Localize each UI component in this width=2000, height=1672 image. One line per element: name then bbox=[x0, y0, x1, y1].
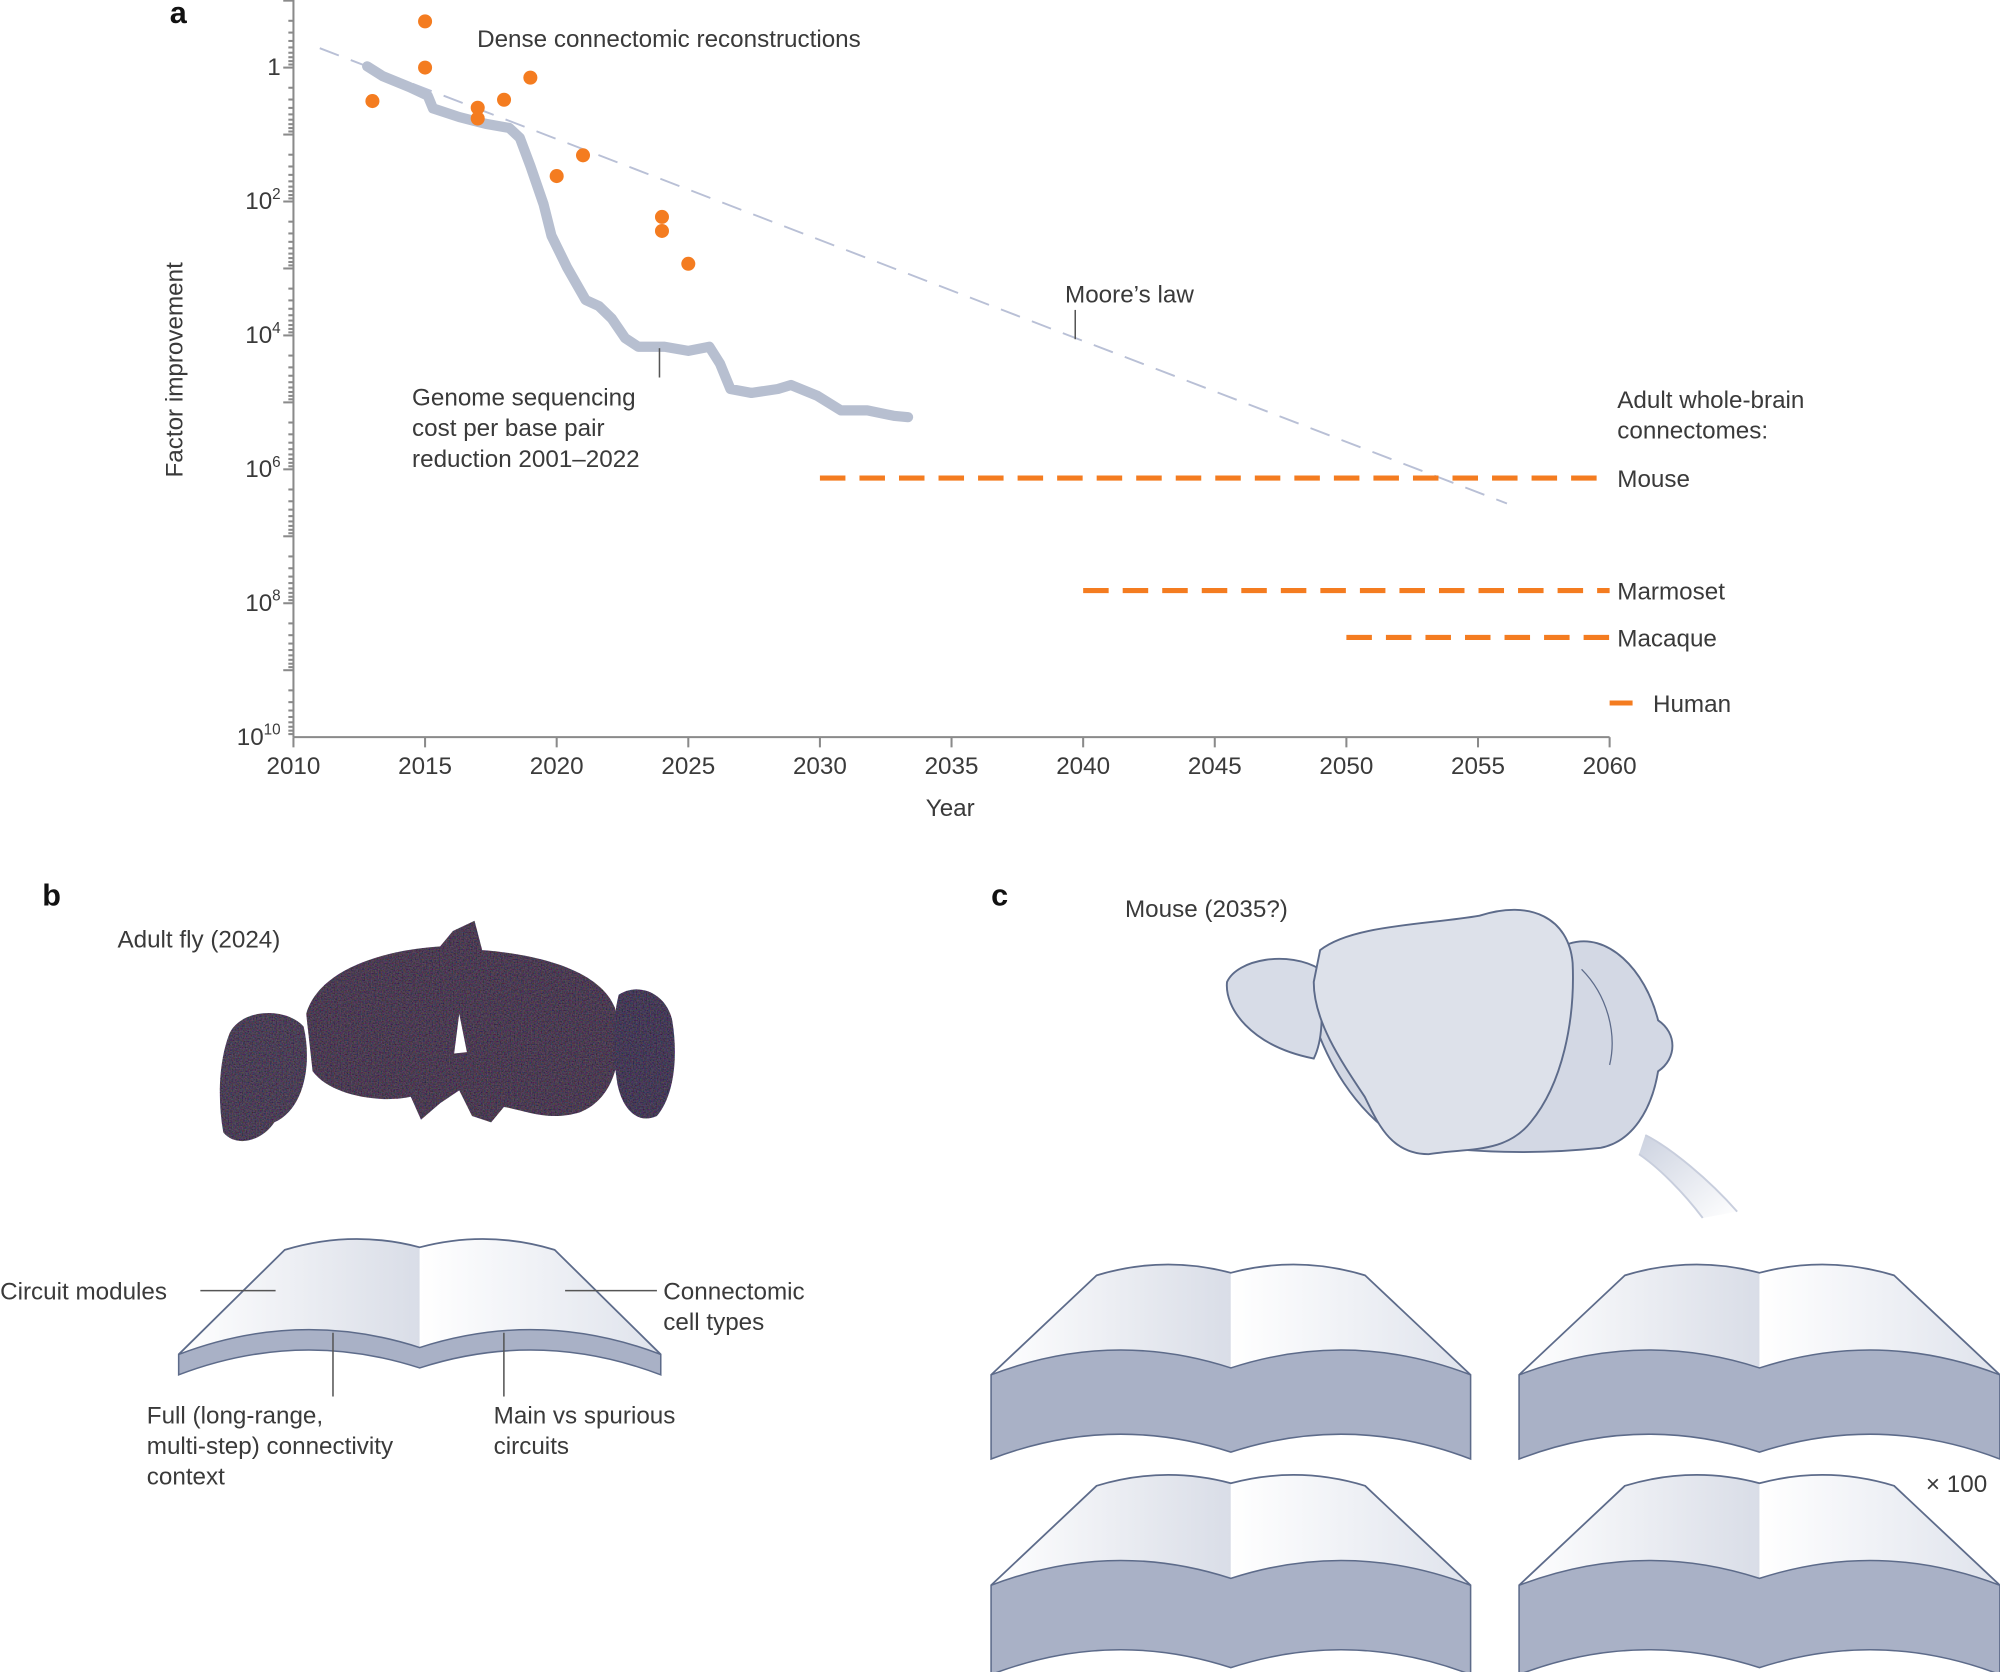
annotation-dense-reconstructions: Dense connectomic reconstructions bbox=[477, 26, 861, 53]
projection-label-marmoset: Marmoset bbox=[1617, 578, 1725, 605]
y-tick-label: 108 bbox=[245, 588, 280, 617]
x-tick-label: 2060 bbox=[1583, 753, 1637, 780]
multiplier-label: × 100 bbox=[1926, 1471, 1987, 1498]
book bbox=[1518, 1263, 2000, 1461]
book bbox=[1518, 1474, 2000, 1672]
book-fly bbox=[177, 1238, 662, 1376]
label-full-context-2: multi-step) connectivity bbox=[147, 1433, 394, 1460]
x-tick-label: 2055 bbox=[1451, 753, 1505, 780]
y-tick-label: 106 bbox=[245, 454, 280, 483]
label-full-context-1: Full (long-range, bbox=[147, 1402, 323, 1429]
genome-sequencing-line bbox=[362, 61, 914, 423]
label-cell-types-2: cell types bbox=[663, 1309, 764, 1336]
dense-reconstruction-point bbox=[654, 223, 669, 238]
book bbox=[990, 1263, 1472, 1461]
dense-reconstruction-point bbox=[418, 14, 433, 29]
projection-label-macaque: Macaque bbox=[1617, 625, 1717, 652]
annotation-genome-3: reduction 2001–2022 bbox=[412, 446, 640, 473]
label-main-vs-spurious-1: Main vs spurious bbox=[494, 1402, 676, 1429]
moores-law-line bbox=[319, 47, 1508, 505]
annotation-genome-1: Genome sequencing bbox=[412, 385, 636, 412]
x-tick-label: 2020 bbox=[530, 753, 584, 780]
mouse-brain-illustration bbox=[1226, 908, 1738, 1219]
annotation-adult-2: connectomes: bbox=[1617, 418, 1768, 445]
chart-axes: 2010 2015 2020 2025 2030 2035 2040 2045 2050 2055… bbox=[237, 0, 1637, 780]
x-axis-label: Year bbox=[926, 795, 975, 822]
books-mouse bbox=[990, 1263, 2000, 1672]
x-tick-label: 2040 bbox=[1056, 753, 1110, 780]
fly-title: Adult fly (2024) bbox=[117, 927, 280, 954]
y-axis-label: Factor improvement bbox=[161, 262, 188, 478]
annotation-moores-law: Moore’s law bbox=[1065, 281, 1194, 308]
fly-brain-image bbox=[219, 920, 675, 1142]
fly-brain-gap bbox=[454, 1013, 467, 1054]
dense-reconstruction-point bbox=[654, 209, 669, 224]
panel-label-a: a bbox=[170, 0, 188, 30]
panel-label-c: c bbox=[991, 879, 1008, 913]
x-tick-label: 2010 bbox=[267, 753, 321, 780]
y-tick-label: 1010 bbox=[237, 722, 281, 751]
y-tick-label: 1 bbox=[267, 54, 280, 81]
x-tick-label: 2025 bbox=[661, 753, 715, 780]
book bbox=[177, 1238, 662, 1376]
y-tick-label: 102 bbox=[245, 186, 280, 215]
dense-reconstruction-point bbox=[418, 60, 433, 75]
book-edge bbox=[990, 1349, 1472, 1461]
label-main-vs-spurious-2: circuits bbox=[494, 1433, 569, 1460]
projection-label-human: Human bbox=[1653, 691, 1731, 718]
dense-reconstruction-point bbox=[365, 94, 380, 109]
panel-label-b: b bbox=[42, 879, 61, 913]
dense-reconstruction-point bbox=[523, 70, 538, 85]
label-full-context-3: context bbox=[147, 1464, 225, 1491]
dense-reconstruction-point bbox=[575, 148, 591, 163]
annotation-genome-2: cost per base pair bbox=[412, 415, 605, 442]
dense-reconstruction-point bbox=[549, 169, 564, 184]
x-tick-label: 2030 bbox=[793, 753, 847, 780]
book bbox=[990, 1474, 1472, 1672]
dense-reconstruction-point bbox=[470, 111, 485, 126]
x-tick-label: 2045 bbox=[1188, 753, 1242, 780]
y-tick-label: 104 bbox=[245, 320, 281, 349]
dense-reconstruction-point bbox=[681, 256, 696, 271]
x-tick-label: 2050 bbox=[1319, 753, 1373, 780]
mouse-title: Mouse (2035?) bbox=[1125, 896, 1288, 923]
dense-reconstruction-point bbox=[497, 92, 512, 107]
x-tick-label: 2035 bbox=[925, 753, 979, 780]
annotation-adult-1: Adult whole-brain bbox=[1617, 387, 1804, 414]
dense-reconstruction-point bbox=[470, 100, 485, 115]
label-cell-types-1: Connectomic bbox=[663, 1279, 804, 1306]
x-tick-label: 2015 bbox=[398, 753, 452, 780]
projection-label-mouse: Mouse bbox=[1617, 466, 1690, 493]
chart-marks: Mouse Marmoset Macaque Human bbox=[319, 14, 1731, 718]
book-edge bbox=[990, 1559, 1472, 1672]
label-circuit-modules: Circuit modules bbox=[0, 1279, 167, 1306]
book-edge bbox=[177, 1328, 662, 1376]
book-edge bbox=[1518, 1559, 2000, 1672]
